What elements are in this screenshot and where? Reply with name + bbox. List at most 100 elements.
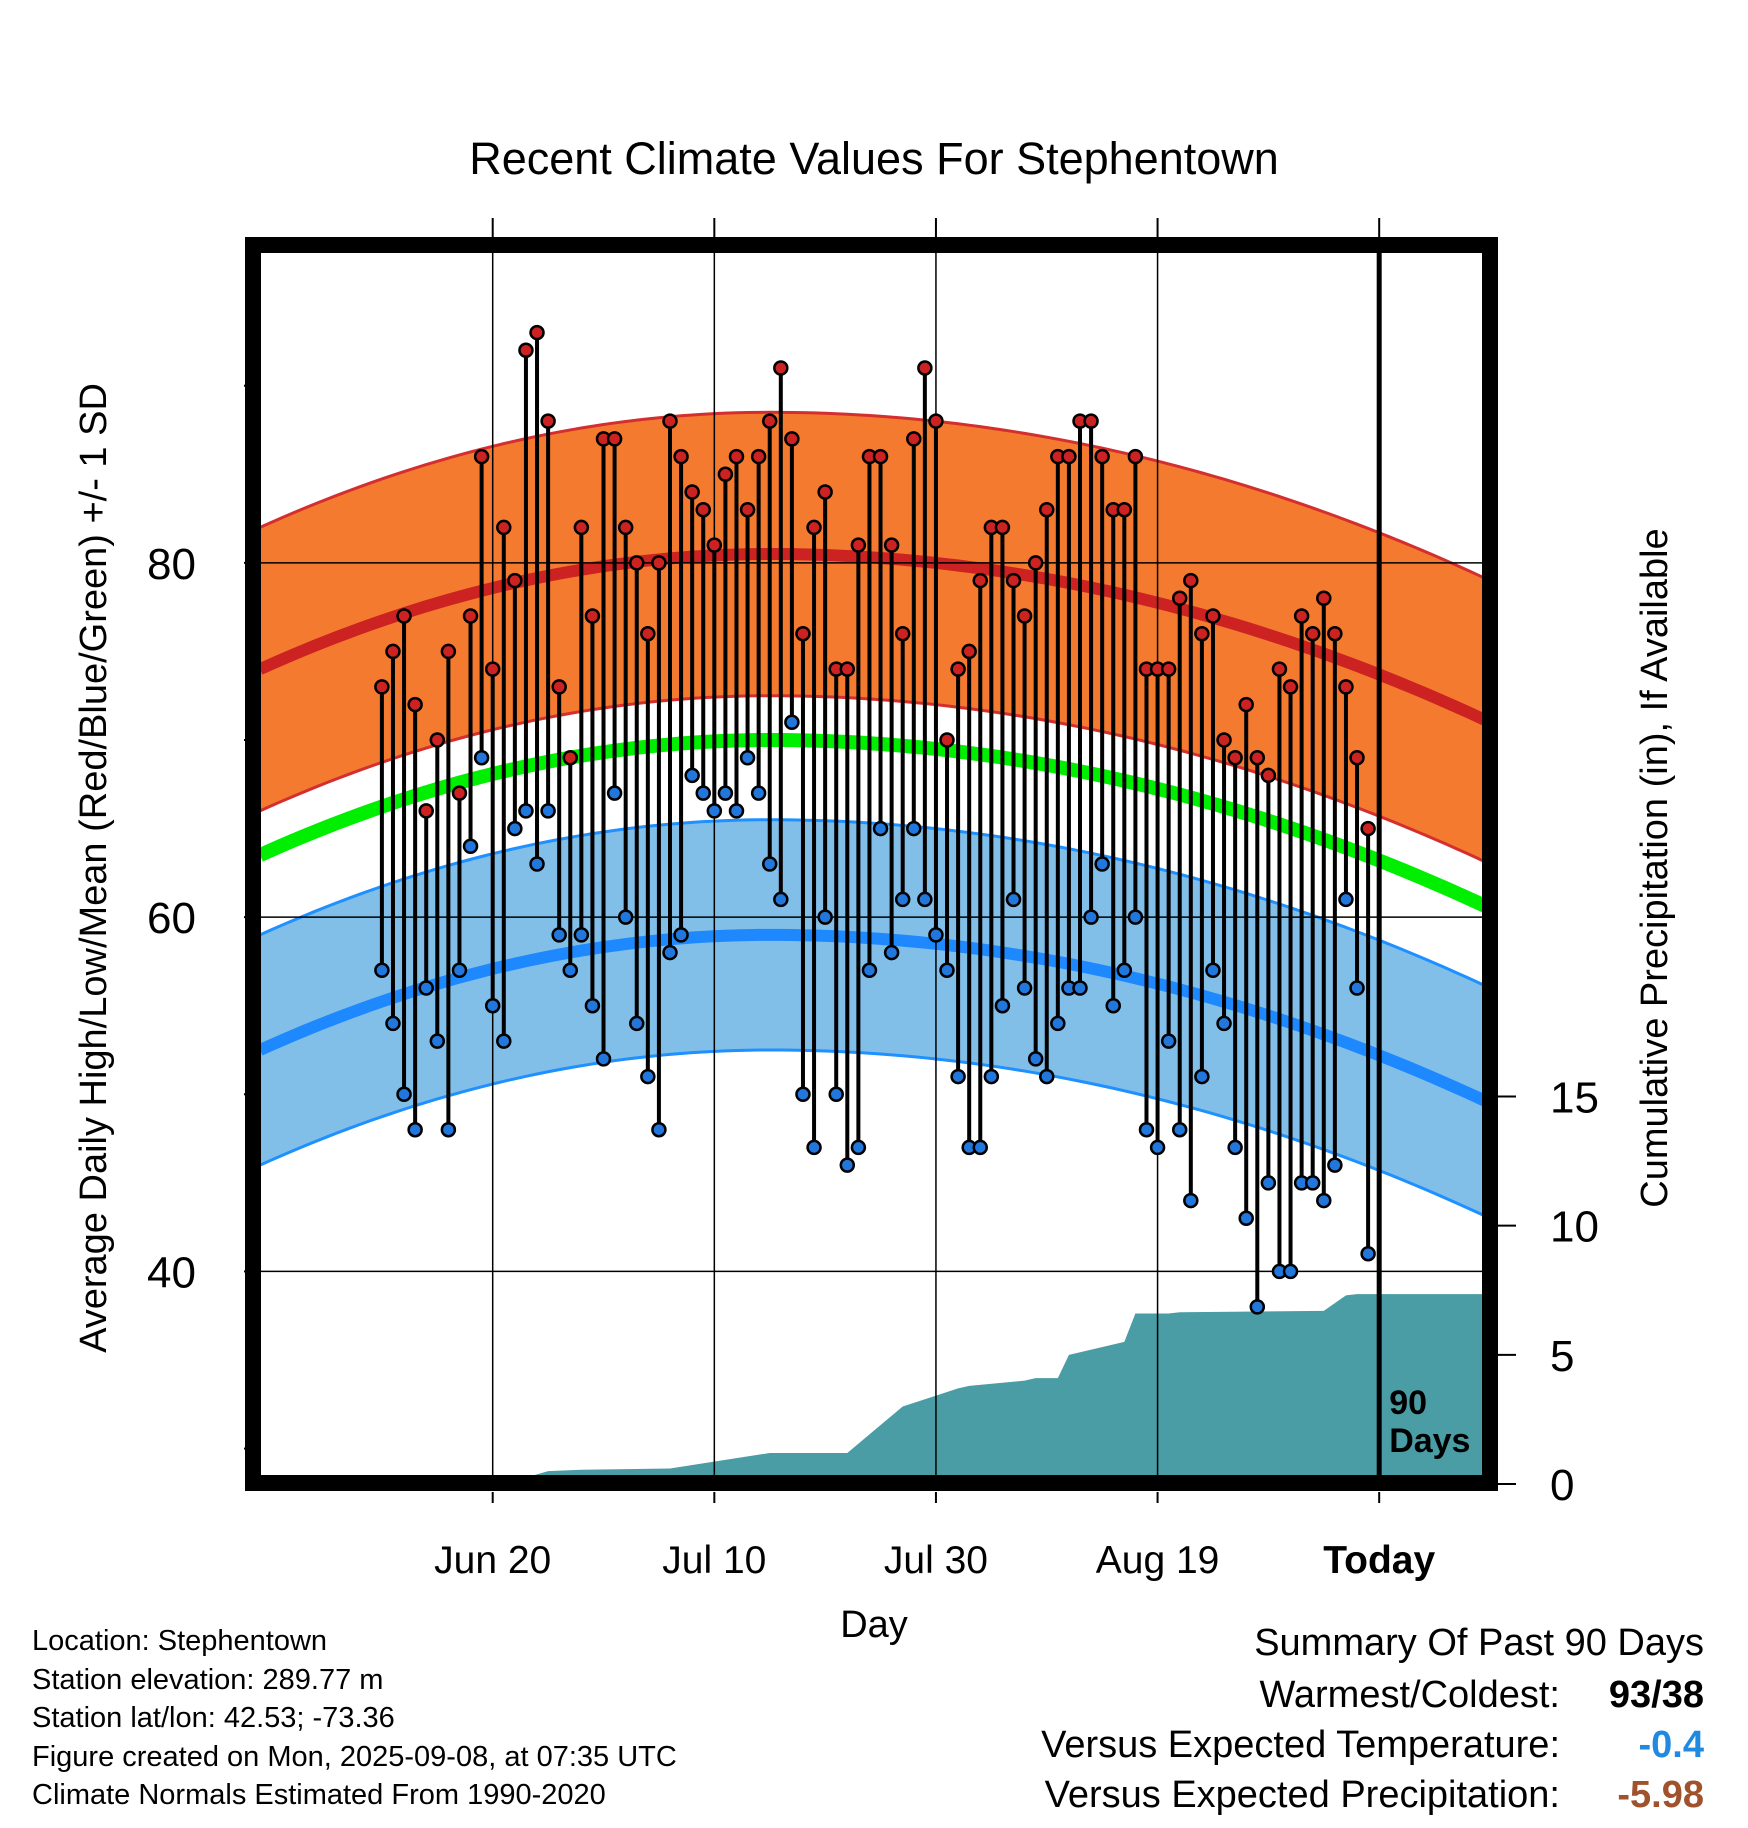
y2-tick-label: 5 <box>1550 1332 1574 1381</box>
high-point <box>1083 413 1099 429</box>
summary-title: Summary Of Past 90 Days <box>1254 1622 1704 1664</box>
low-point <box>584 997 601 1014</box>
axes-overlay: 40 60 80 Jun 20 Jul 10 Jul 30 Aug 19 Today 0 5 10 1… <box>73 218 1676 1646</box>
high-point <box>872 448 889 465</box>
low-point <box>629 1015 645 1032</box>
high-point <box>917 360 933 376</box>
high-point <box>562 749 579 766</box>
low-point <box>1005 891 1022 908</box>
low-point <box>1094 856 1110 872</box>
high-point <box>684 484 700 500</box>
high-point <box>584 608 601 624</box>
high-point <box>773 360 789 376</box>
low-point <box>695 785 711 801</box>
high-point <box>606 431 623 447</box>
low-point <box>1316 1192 1332 1209</box>
low-point <box>1183 1192 1199 1209</box>
high-point <box>551 679 567 695</box>
low-point <box>784 714 800 731</box>
low-point <box>551 927 567 943</box>
y-tick-label: 60 <box>147 894 196 943</box>
high-point <box>396 608 412 624</box>
low-point <box>429 1033 446 1049</box>
low-point <box>651 1121 667 1138</box>
high-point <box>1039 501 1055 518</box>
low-point <box>1116 962 1133 979</box>
high-point <box>1238 696 1254 713</box>
low-point <box>773 891 789 908</box>
low-normal-line <box>260 928 1490 1109</box>
low-sd-lower-edge <box>260 1048 1490 1220</box>
high-point <box>418 803 434 819</box>
high-point <box>784 431 800 447</box>
high-point <box>1249 749 1266 766</box>
x-tick-label: Today <box>1323 1539 1435 1582</box>
high-sd-lower-edge <box>260 694 1490 866</box>
low-point <box>1072 980 1088 996</box>
low-point <box>906 820 922 837</box>
low-point <box>1260 1175 1277 1191</box>
low-point <box>894 891 911 908</box>
low-point <box>1349 980 1365 996</box>
high-point <box>1005 572 1022 589</box>
high-point <box>473 448 490 465</box>
high-point <box>1061 448 1077 465</box>
high-point <box>1293 608 1310 624</box>
low-point <box>684 767 700 784</box>
low-point <box>1039 1068 1055 1085</box>
high-point <box>662 413 678 429</box>
low-point <box>617 909 634 925</box>
low-point <box>983 1068 1000 1085</box>
low-point <box>462 838 479 855</box>
high-point <box>451 785 468 801</box>
high-point <box>850 537 867 553</box>
low-point <box>1105 997 1121 1014</box>
low-point <box>1171 1121 1188 1138</box>
low-point <box>396 1086 412 1103</box>
low-point <box>706 803 723 819</box>
coldest-value: 38 <box>1661 1674 1704 1716</box>
low-point <box>440 1121 457 1138</box>
y2-tick-label: 0 <box>1550 1461 1574 1510</box>
high-point <box>728 448 745 465</box>
high-normal-line <box>260 547 1490 728</box>
normals-line: Climate Normals Estimated From 1990-2020 <box>32 1779 606 1811</box>
low-point <box>939 962 955 979</box>
x-axis-label: Day <box>840 1604 908 1646</box>
high-point <box>839 661 856 677</box>
low-point <box>839 1157 856 1173</box>
high-point <box>695 501 711 518</box>
high-point <box>507 572 523 589</box>
high-point <box>629 555 645 571</box>
high-point <box>440 643 457 660</box>
high-point <box>1316 590 1332 607</box>
low-point <box>950 1068 966 1085</box>
low-point <box>606 785 623 801</box>
high-point <box>1227 749 1243 766</box>
x-tick-label: Jul 30 <box>884 1539 988 1582</box>
high-point <box>529 324 545 341</box>
high-point <box>939 732 955 748</box>
low-point <box>761 856 778 872</box>
high-point <box>1260 767 1277 784</box>
high-point <box>617 519 634 536</box>
low-point <box>673 927 689 943</box>
high-point <box>1216 732 1232 748</box>
high-sd-band <box>260 412 1490 864</box>
low-point <box>540 803 556 819</box>
low-sd-band <box>260 819 1490 1219</box>
high-point <box>817 484 833 500</box>
high-point <box>894 625 911 642</box>
created-line: Figure created on Mon, 2025-09-08, at 07… <box>32 1740 677 1773</box>
high-point <box>1338 679 1354 695</box>
low-point <box>1304 1175 1321 1191</box>
low-point <box>1050 1015 1066 1032</box>
high-point <box>1116 501 1133 518</box>
low-point <box>994 997 1011 1014</box>
high-point <box>1349 749 1365 766</box>
low-point <box>562 962 579 979</box>
low-point <box>1249 1299 1266 1315</box>
temp-departure-value: -0.4 <box>1638 1724 1704 1766</box>
high-point <box>518 342 534 359</box>
